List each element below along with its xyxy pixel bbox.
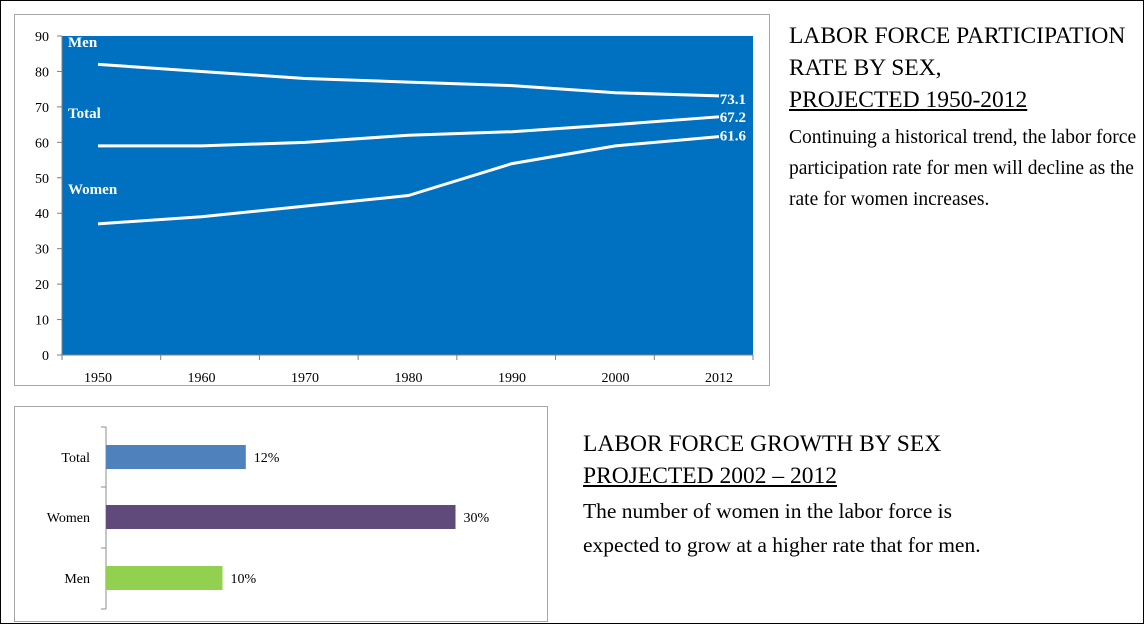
y-tick-label: 50 — [35, 172, 49, 187]
participation-subheading: PROJECTED 1950-2012 — [789, 87, 1028, 113]
series-line-men — [97, 62, 720, 98]
end-label-men: 73.1 — [720, 92, 746, 108]
end-label-total: 67.2 — [720, 110, 746, 126]
bar-category-label-women: Women — [47, 511, 90, 526]
participation-text-panel: LABOR FORCE PARTICIPATION RATE BY SEX, P… — [789, 20, 1139, 215]
y-tick-label: 90 — [35, 30, 49, 45]
y-tick-label: 80 — [35, 65, 49, 80]
x-tick-label: 2000 — [602, 371, 630, 386]
participation-description: Continuing a historical trend, the labor… — [789, 127, 1137, 210]
y-tick-label: 20 — [35, 278, 49, 293]
y-tick-label: 10 — [35, 314, 49, 329]
growth-bar-chart-svg: Total 12% Women 30% Men 10% — [47, 426, 490, 610]
y-tick-label: 30 — [35, 243, 49, 258]
series-label-men: Men — [68, 35, 98, 51]
growth-subheading: PROJECTED 2002 – 2012 — [583, 463, 837, 489]
bar-women — [106, 505, 456, 529]
bar-value-label-men: 10% — [231, 572, 257, 587]
x-tick-label: 1960 — [188, 371, 216, 386]
bar-category-label-men: Men — [64, 572, 90, 587]
bar-value-label-women: 30% — [464, 511, 490, 526]
series-label-total: Total — [68, 106, 101, 122]
series-line-total — [98, 115, 720, 148]
bar-total — [106, 445, 246, 469]
growth-text-panel: LABOR FORCE GROWTH BY SEX PROJECTED 2002… — [583, 428, 1003, 562]
x-tick-label: 1990 — [498, 371, 526, 386]
series-line-women — [97, 135, 720, 226]
y-tick-label: 40 — [35, 207, 49, 222]
growth-description: The number of women in the labor force i… — [583, 499, 981, 557]
participation-line-chart-svg: 0 10 20 30 40 50 60 70 80 90 1950 1960 1970 1980 1990 2… — [35, 30, 754, 386]
growth-heading: LABOR FORCE GROWTH BY SEX — [583, 431, 942, 457]
y-tick-label: 70 — [35, 101, 49, 116]
x-tick-label: 1970 — [291, 371, 319, 386]
x-tick-label: 1950 — [84, 371, 112, 386]
y-tick-label: 0 — [42, 349, 49, 364]
bar-men — [106, 566, 223, 590]
y-tick-label: 60 — [35, 136, 49, 151]
bar-value-label-total: 12% — [254, 451, 280, 466]
x-tick-label: 2012 — [705, 371, 733, 386]
participation-line-chart: 0 10 20 30 40 50 60 70 80 90 1950 1960 1970 1980 1990 2… — [14, 14, 770, 386]
end-label-women: 61.6 — [720, 129, 747, 145]
x-tick-label: 1980 — [395, 371, 423, 386]
bar-category-label-total: Total — [61, 451, 90, 466]
growth-bar-chart: Total 12% Women 30% Men 10% — [14, 406, 548, 622]
series-label-women: Women — [68, 182, 118, 198]
participation-heading: LABOR FORCE PARTICIPATION RATE BY SEX, — [789, 23, 1126, 81]
